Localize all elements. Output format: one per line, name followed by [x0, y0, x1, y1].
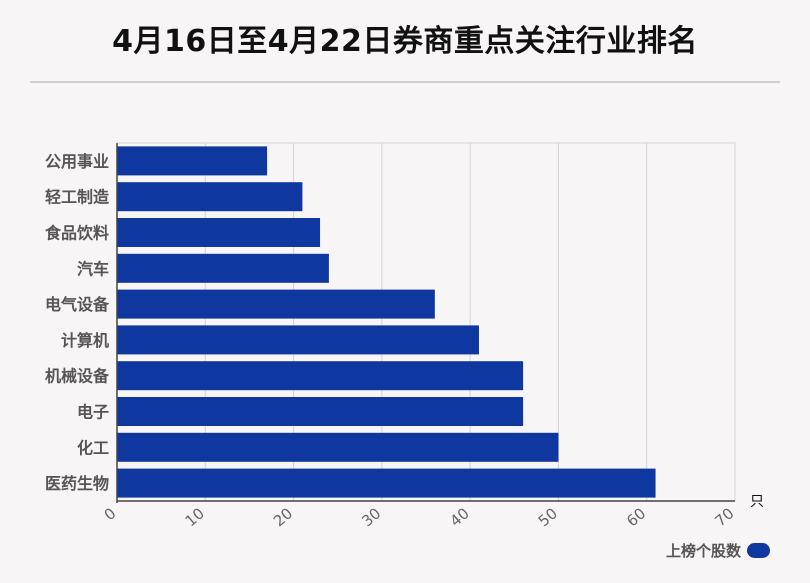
bar — [117, 218, 321, 247]
category-label: 轻工制造 — [45, 188, 110, 207]
legend-label: 上榜个股数 — [665, 542, 741, 560]
tick-labels: 0 10 20 30 40 50 60 70 — [101, 504, 738, 530]
category-label: 电子 — [77, 403, 109, 422]
x-tick-label: 40 — [447, 504, 473, 530]
x-tick-label: 50 — [535, 504, 561, 530]
bars — [117, 146, 656, 498]
bar — [117, 253, 329, 283]
bar — [117, 432, 559, 462]
bar — [117, 397, 524, 426]
x-tick-label: 10 — [182, 504, 208, 530]
x-tick-label: 70 — [711, 504, 737, 530]
legend: 上榜个股数 — [666, 540, 770, 561]
category-label: 食品饮料 — [44, 224, 109, 243]
bar — [117, 289, 435, 319]
x-tick-label: 30 — [358, 504, 384, 530]
category-label: 化工 — [77, 438, 109, 457]
axes — [116, 143, 735, 503]
bar — [117, 146, 268, 176]
category-label: 公用事业 — [45, 152, 109, 171]
legend-swatch — [747, 543, 770, 558]
category-label: 电气设备 — [45, 295, 110, 314]
category-label: 医药生物 — [45, 474, 109, 493]
category-label: 计算机 — [61, 331, 109, 350]
bar — [117, 468, 656, 498]
x-tick-label: 0 — [101, 504, 120, 524]
x-tick-label: 60 — [623, 504, 649, 530]
category-label: 汽车 — [77, 259, 109, 278]
title-divider — [30, 81, 780, 83]
bar — [117, 361, 524, 391]
bar — [117, 325, 479, 355]
chart-title: 4月16日至4月22日券商重点关注行业排名 — [112, 24, 698, 59]
bar — [117, 182, 303, 212]
x-tick-label: 20 — [270, 504, 296, 530]
x-unit-label: 只 — [750, 494, 764, 510]
category-label: 机械设备 — [45, 367, 110, 386]
